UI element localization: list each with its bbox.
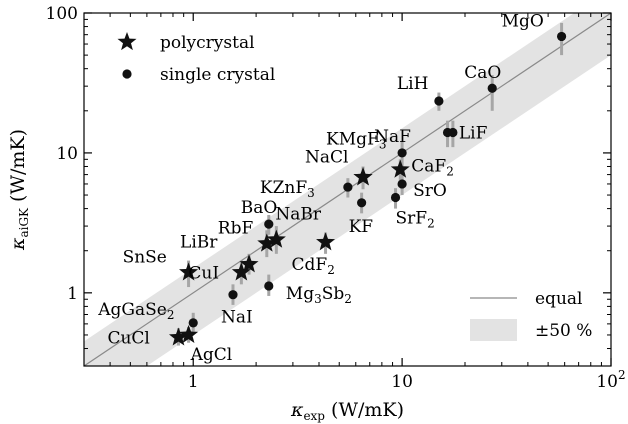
point-label: CaO xyxy=(464,63,501,83)
legend-label: polycrystal xyxy=(160,33,255,53)
point-label: SrO xyxy=(413,181,447,201)
point-label: LiH xyxy=(397,74,429,94)
point-label: KMgF3 xyxy=(326,129,386,151)
x-tick-label: 102 xyxy=(596,368,625,392)
plot-frame xyxy=(83,12,612,367)
data-point-circle xyxy=(487,83,497,93)
marker-layer xyxy=(168,31,567,346)
data-point-star xyxy=(179,324,199,344)
point-label: NaBr xyxy=(275,205,322,225)
data-point-circle xyxy=(448,127,458,138)
point-label: SnSe xyxy=(123,247,167,267)
point-label: LiF xyxy=(459,123,488,143)
legend-band-swatch xyxy=(470,319,517,341)
data-point-star xyxy=(239,254,259,273)
point-label: KZnF3 xyxy=(260,178,315,200)
point-label: CuCl xyxy=(107,328,149,348)
x-tick-label: 1 xyxy=(188,372,199,392)
legend-circle-marker xyxy=(122,69,132,79)
data-point-circle xyxy=(357,198,367,208)
point-label: SrF2 xyxy=(396,209,435,231)
data-point-circle xyxy=(343,182,353,192)
data-point-circle xyxy=(188,318,198,328)
legend-label: single crystal xyxy=(160,65,275,85)
data-point-star xyxy=(179,262,199,281)
data-point-circle xyxy=(434,96,444,106)
data-point-star xyxy=(316,232,336,251)
point-label: RbF xyxy=(218,219,254,239)
point-label: CdF2 xyxy=(292,255,335,277)
data-point-star xyxy=(231,262,251,281)
legend-label: ±50 % xyxy=(535,321,592,341)
y-tick-label: 10 xyxy=(56,144,78,164)
x-axis-label: κexp (W/mK) xyxy=(290,399,404,423)
data-point-circle xyxy=(397,179,407,189)
legend-label: equal xyxy=(535,289,582,309)
y-tick-label: 100 xyxy=(46,4,78,24)
legend-star-marker xyxy=(117,32,137,51)
point-label: BaO xyxy=(241,198,278,218)
label-layer: MgO CaO LiH LiF NaF SrO SrF2 KZnF3 KF BaO Mg3Sb2 Na… xyxy=(97,11,544,365)
point-label: CuI xyxy=(188,263,219,283)
point-label: AgCl xyxy=(190,345,233,365)
data-point-star xyxy=(353,167,373,186)
data-point-circle xyxy=(264,281,274,291)
data-point-star xyxy=(168,327,188,346)
data-point-circle xyxy=(556,31,567,42)
point-label: KF xyxy=(349,217,374,237)
legend-layer: polycrystal single crystal equal ±50 % xyxy=(117,32,592,341)
axes-layer: 1 10 102 1 10 100 κexp (W/mK) κaiGK (W/mK) xyxy=(7,4,626,423)
data-point-star xyxy=(266,229,286,248)
data-point-circle xyxy=(264,219,274,229)
y-tick-label: 1 xyxy=(67,284,78,304)
point-label: NaF xyxy=(374,127,411,147)
point-label: NaI xyxy=(221,308,253,328)
point-label: NaCl xyxy=(305,147,348,167)
y-axis-label: κaiGK (W/mK) xyxy=(7,129,31,251)
uncertainty-band xyxy=(84,13,611,366)
data-point-star xyxy=(390,159,410,178)
data-point-circle xyxy=(228,290,238,300)
point-label: CaF2 xyxy=(411,157,454,179)
band-layer xyxy=(84,13,611,366)
data-point-circle xyxy=(397,148,407,158)
point-label: AgGaSe2 xyxy=(97,300,174,322)
data-point-star xyxy=(257,233,277,252)
point-label: MgO xyxy=(502,11,544,31)
point-label: Mg3Sb2 xyxy=(286,284,352,306)
point-label: LiBr xyxy=(180,232,218,252)
x-tick-label: 10 xyxy=(391,372,413,392)
data-point-circle xyxy=(390,192,401,203)
